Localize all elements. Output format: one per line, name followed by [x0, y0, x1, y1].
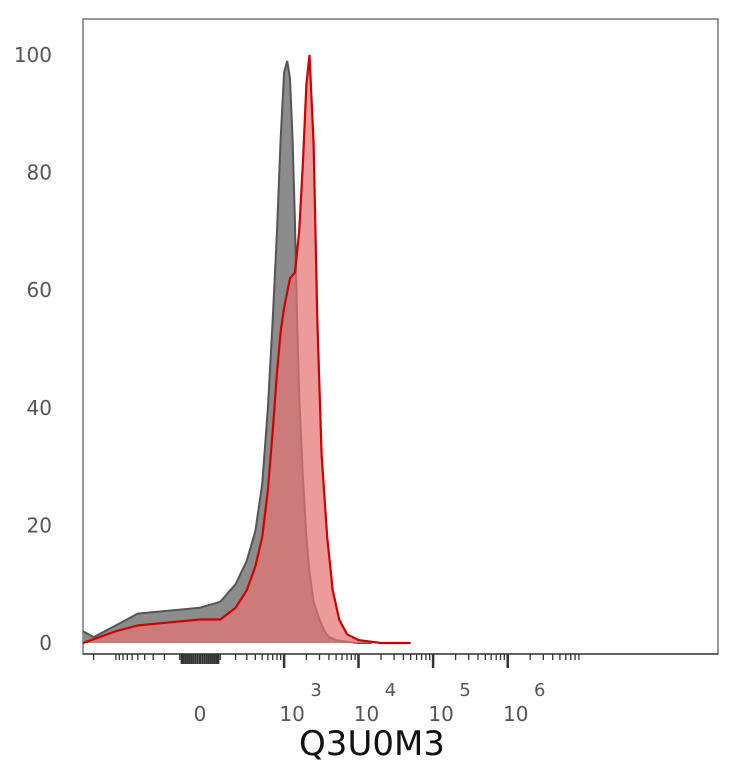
- x-axis: 0 10 3 10 4 10 5 10 6: [83, 653, 718, 726]
- x-tick-exponent: 5: [459, 680, 470, 701]
- x-tick-exponent: 3: [310, 680, 321, 701]
- x-axis-title: Q3U0M3: [299, 724, 445, 764]
- y-tick-label: 40: [27, 396, 52, 420]
- y-tick-label: 0: [39, 631, 52, 655]
- y-tick-label: 100: [14, 43, 52, 67]
- x-tick-label: 10: [354, 702, 379, 726]
- series-2-line: [82, 54, 411, 645]
- x-tick-label: 10: [503, 702, 528, 726]
- series-layer: [82, 54, 411, 645]
- x-tick-exponent: 4: [385, 680, 396, 701]
- plot-frame: [82, 18, 719, 655]
- y-tick-label: 20: [27, 513, 52, 537]
- series-2-area: [83, 55, 411, 643]
- y-tick-label: 80: [27, 161, 52, 185]
- y-axis: 0 20 40 60 80 100: [14, 43, 52, 655]
- x-tick-label: 10: [428, 702, 453, 726]
- x-tick-label: 10: [279, 702, 304, 726]
- y-tick-label: 60: [27, 278, 52, 302]
- x-tick-exponent: 6: [534, 680, 545, 701]
- x-tick-label: 0: [194, 702, 207, 726]
